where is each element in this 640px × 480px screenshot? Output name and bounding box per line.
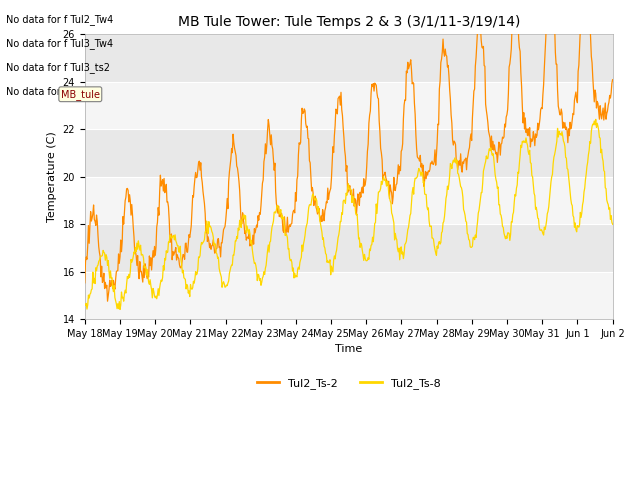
Bar	[84, 82, 612, 129]
Title: MB Tule Tower: Tule Temps 2 & 3 (3/1/11-3/19/14): MB Tule Tower: Tule Temps 2 & 3 (3/1/11-…	[177, 15, 520, 29]
Text: No data for f Tul3_ts2: No data for f Tul3_ts2	[6, 62, 111, 73]
Text: No data for f Tul3_Tw4: No data for f Tul3_Tw4	[6, 38, 113, 49]
Legend: Tul2_Ts-2, Tul2_Ts-8: Tul2_Ts-2, Tul2_Ts-8	[252, 373, 445, 393]
Text: No data for f Tul2_Tw4: No data for f Tul2_Tw4	[6, 14, 114, 25]
Y-axis label: Temperature (C): Temperature (C)	[47, 132, 57, 222]
Bar	[84, 177, 612, 224]
Bar	[84, 272, 612, 319]
Text: No data for f_: No data for f_	[6, 86, 72, 97]
X-axis label: Time: Time	[335, 344, 362, 354]
Text: MB_tule: MB_tule	[61, 89, 100, 100]
